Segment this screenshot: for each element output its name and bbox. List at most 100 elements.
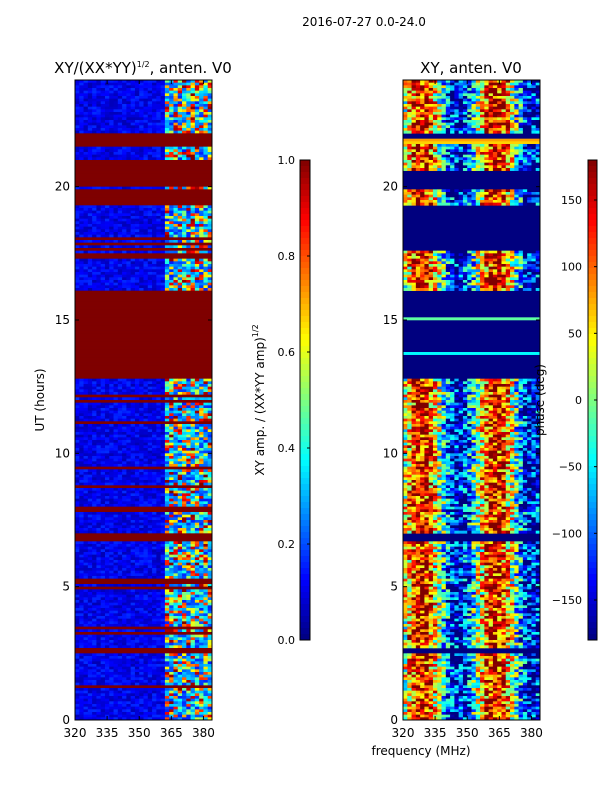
heatmap-cell [207, 146, 213, 150]
heatmap-cell [207, 416, 213, 419]
heatmap-cell [122, 240, 127, 243]
heatmap-cell [203, 229, 209, 233]
heatmap-cell [100, 690, 106, 694]
heatmap-cell [109, 488, 114, 491]
heatmap-cell [164, 413, 170, 417]
heatmap-row [75, 376, 212, 379]
heatmap-cell [143, 677, 149, 681]
heatmap-cell [207, 496, 213, 499]
heatmap-cell [87, 120, 93, 123]
heatmap-cell [79, 205, 84, 209]
heatmap-cell [100, 280, 106, 283]
heatmap-cell [117, 605, 123, 609]
heatmap-cell [173, 157, 179, 161]
heatmap-cell [87, 98, 93, 102]
heatmap-cell [164, 690, 170, 694]
heatmap-cell [207, 576, 213, 579]
heatmap-cell [203, 384, 209, 387]
heatmap-cell [194, 125, 200, 129]
heatmap-cell [87, 688, 93, 691]
heatmap-cell [134, 408, 140, 411]
heatmap-cell [164, 549, 170, 553]
heatmap-cell [92, 282, 97, 286]
heatmap-cell [169, 93, 174, 97]
heatmap-cell [199, 378, 204, 382]
heatmap-cell [75, 90, 80, 94]
heatmap-cell [126, 669, 131, 673]
heatmap-cell [83, 560, 89, 563]
heatmap-cell [190, 437, 196, 441]
heatmap-cell [147, 157, 153, 161]
heatmap-cell [75, 688, 80, 691]
heatmap-cell [203, 434, 209, 438]
heatmap-cell [199, 280, 204, 283]
heatmap-cell [177, 285, 183, 289]
heatmap-cell [156, 384, 161, 387]
heatmap-cell [79, 688, 84, 691]
heatmap-cell [169, 384, 174, 387]
heatmap-cell [130, 264, 136, 267]
heatmap-cell [87, 592, 93, 595]
heatmap-cell [83, 266, 89, 270]
heatmap-cell [143, 629, 149, 633]
heatmap-cell [109, 597, 114, 601]
heatmap-cell [79, 154, 84, 158]
heatmap-cell [134, 610, 140, 614]
heatmap-cell [96, 560, 101, 563]
heatmap-cell [122, 445, 127, 449]
heatmap-cell [173, 437, 179, 441]
heatmap-cell [190, 669, 196, 673]
heatmap-cell [203, 488, 209, 491]
heatmap-cell [164, 448, 170, 451]
heatmap-cell [207, 525, 213, 529]
heatmap-cell [117, 634, 123, 638]
heatmap-cell [190, 522, 196, 526]
heatmap-cell [92, 226, 97, 230]
heatmap-cell [156, 496, 161, 499]
heatmap-cell [147, 576, 153, 579]
heatmap-cell [126, 653, 131, 657]
heatmap-cell [160, 488, 166, 491]
heatmap-cell [164, 613, 170, 617]
heatmap-cell [194, 552, 200, 555]
heatmap-cell [96, 397, 101, 401]
heatmap-cell [75, 229, 80, 233]
heatmap-cell [79, 442, 84, 446]
heatmap-cell [130, 602, 136, 606]
heatmap-cell [79, 496, 84, 499]
heatmap-cell [156, 480, 161, 483]
heatmap-cell [156, 514, 161, 518]
heatmap-cell [87, 426, 93, 430]
heatmap-cell [169, 88, 174, 91]
heatmap-cell [207, 658, 213, 662]
heatmap-cell [92, 448, 97, 451]
heatmap-cell [113, 456, 119, 459]
heatmap-cell [143, 101, 149, 105]
heatmap-cell [117, 408, 123, 411]
heatmap-cell [109, 645, 114, 649]
heatmap-cell [147, 669, 153, 673]
heatmap-cell [169, 688, 174, 691]
heatmap-cell [139, 208, 144, 211]
heatmap-cell [190, 504, 196, 507]
heatmap-cell [117, 560, 123, 563]
heatmap-cell [186, 96, 191, 99]
heatmap-cell [117, 88, 123, 91]
heatmap-row [75, 338, 212, 342]
heatmap-cell [190, 210, 196, 214]
heatmap-cell [122, 592, 127, 595]
heatmap-cell [169, 389, 174, 393]
heatmap-row [75, 317, 212, 321]
heatmap-cell [164, 514, 170, 518]
heatmap-cell [160, 229, 166, 233]
heatmap-cell [199, 277, 204, 281]
heatmap-cell [203, 208, 209, 211]
heatmap-cell [203, 493, 209, 497]
heatmap-cell [92, 456, 97, 459]
heatmap-cell [147, 512, 153, 515]
heatmap-cell [109, 592, 114, 595]
heatmap-cell [139, 90, 144, 94]
heatmap-cell [79, 490, 84, 494]
heatmap-cell [160, 682, 166, 686]
heatmap-cell [177, 512, 183, 515]
